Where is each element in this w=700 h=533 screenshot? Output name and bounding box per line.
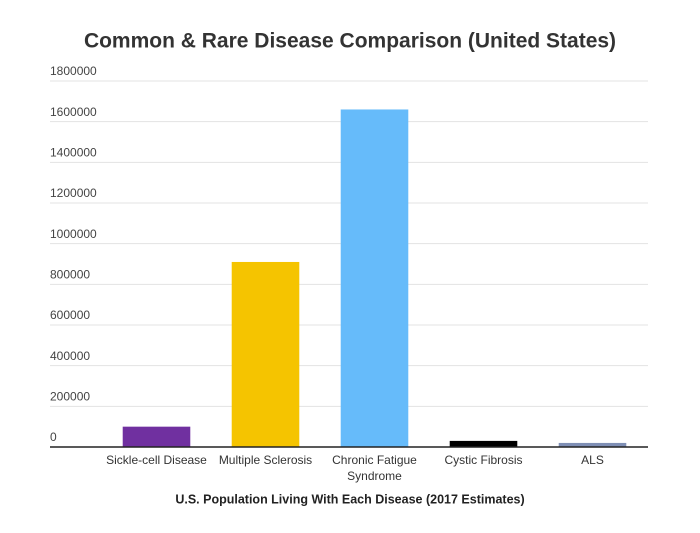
y-tick-label: 1800000 [50, 64, 97, 78]
y-tick-label: 200000 [50, 390, 90, 404]
x-tick-label: Cystic Fibrosis [444, 453, 523, 467]
x-tick-label: Sickle-cell Disease [106, 453, 207, 467]
x-tick-label: Chronic Fatigue Syndrome [332, 453, 417, 483]
bar [558, 442, 627, 447]
y-tick-label: 800000 [50, 268, 90, 282]
y-tick-label: 600000 [50, 308, 90, 322]
bar [449, 440, 518, 447]
bar [231, 261, 300, 447]
y-tick-label: 0 [50, 430, 57, 444]
x-axis-title: U.S. Population Living With Each Disease… [175, 492, 524, 506]
x-tick-label: ALS [581, 453, 604, 467]
y-tick-label: 1600000 [50, 105, 97, 119]
y-tick-label: 1200000 [50, 186, 97, 200]
y-tick-label: 1000000 [50, 227, 97, 241]
y-tick-label: 400000 [50, 349, 90, 363]
bar [122, 426, 191, 447]
chart-title: Common & Rare Disease Comparison (United… [84, 30, 616, 53]
y-tick-label: 1400000 [50, 146, 97, 160]
bar [340, 109, 409, 447]
x-tick-label: Multiple Sclerosis [218, 453, 313, 467]
